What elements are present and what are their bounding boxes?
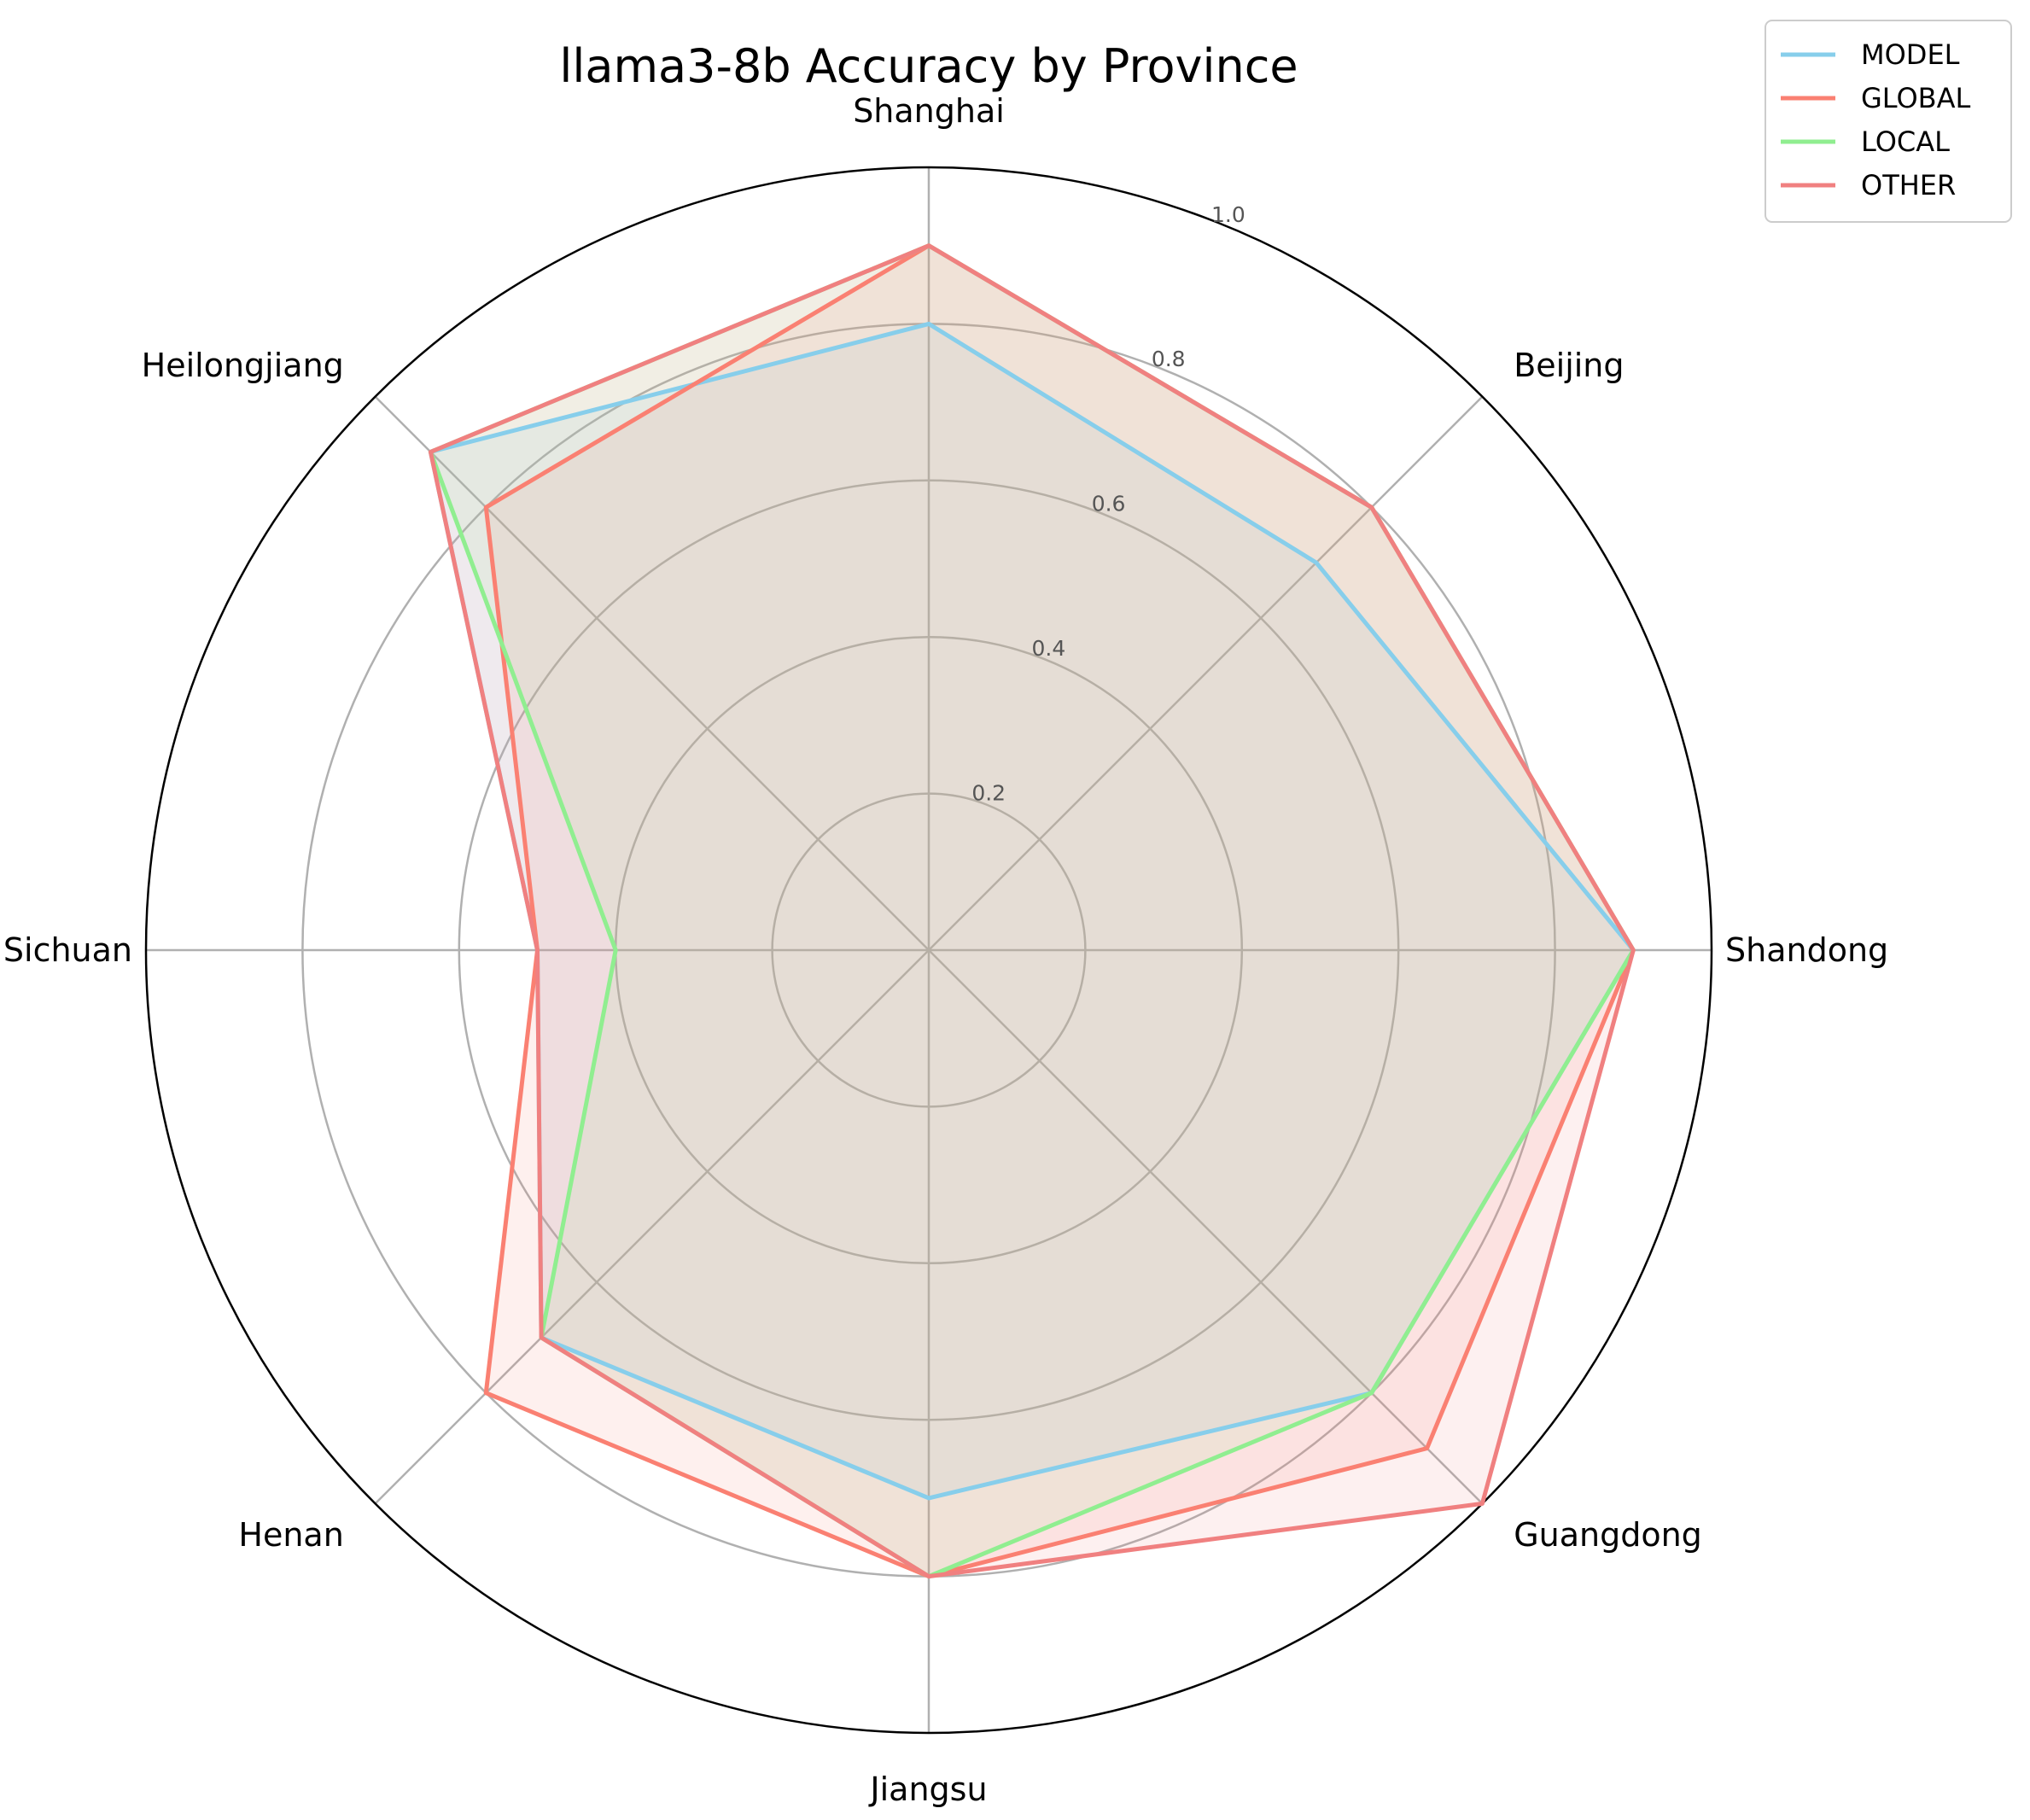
legend-label-global: GLOBAL — [1861, 82, 1971, 114]
legend: MODEL GLOBAL LOCAL OTHER — [1765, 20, 2012, 223]
category-label-guangdong: Guangdong — [1514, 1516, 1702, 1554]
category-label-henan: Henan — [238, 1516, 343, 1554]
series-fill-global — [486, 245, 1634, 1577]
chart-title: llama3-8b Accuracy by Province — [559, 39, 1298, 93]
radial-tick-0-4: 0.4 — [1032, 636, 1066, 661]
spoke-beijing — [928, 395, 1484, 951]
radial-tick-1-0: 1.0 — [1211, 202, 1245, 227]
category-label-heilongjiang: Heilongjiang — [142, 347, 344, 384]
radial-tick-labels: 0.2 0.4 0.6 0.8 1.0 — [971, 202, 1245, 806]
outer-frame — [144, 166, 1713, 1735]
category-label-shanghai: Shanghai — [853, 92, 1005, 130]
spoke-guangdong — [928, 949, 1484, 1505]
legend-frame — [1765, 20, 2012, 223]
category-label-jiangsu: Jiangsu — [868, 1770, 987, 1808]
radial-tick-0-2: 0.2 — [971, 781, 1006, 806]
radial-tick-0-8: 0.8 — [1152, 347, 1186, 371]
legend-label-model: MODEL — [1861, 38, 1960, 71]
radial-tick-0-6: 0.6 — [1092, 492, 1126, 516]
category-label-shandong: Shandong — [1725, 931, 1888, 969]
category-label-sichuan: Sichuan — [3, 931, 132, 969]
series-fill-other — [430, 245, 1634, 1577]
spoke-heilongjiang — [374, 395, 930, 951]
series-line-other — [428, 243, 1636, 1579]
series-fill-local — [430, 245, 1634, 1577]
category-label-beijing: Beijing — [1514, 347, 1624, 384]
spoke-henan — [374, 949, 930, 1505]
legend-label-other: OTHER — [1861, 169, 1956, 201]
series-fill-model — [430, 324, 1634, 1498]
radar-series — [428, 243, 1636, 1579]
legend-label-local: LOCAL — [1861, 125, 1950, 158]
category-labels: Shanghai Beijing Shandong Guangdong Jiangsu H… — [3, 92, 1888, 1808]
